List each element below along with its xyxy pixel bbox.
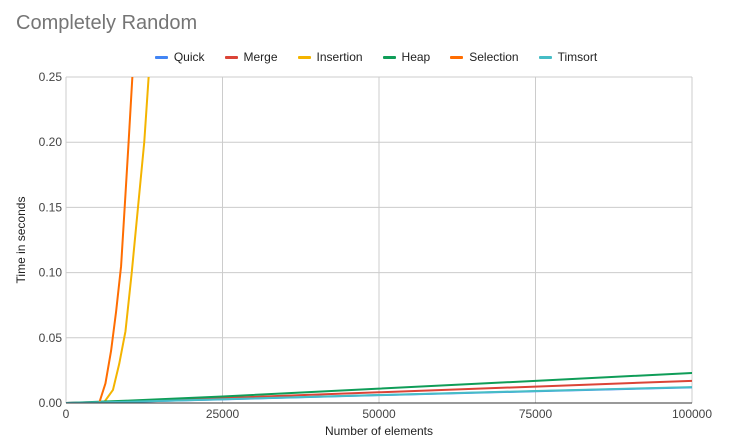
- y-axis-title: Time in seconds: [14, 197, 28, 284]
- y-tick-label-0-25: 0.25: [39, 70, 63, 84]
- legend-swatch-quick: [154, 55, 168, 59]
- series-lines: [66, 77, 692, 403]
- y-tick-label-0-10: 0.10: [39, 266, 63, 280]
- legend-label-insertion: Insertion: [316, 50, 363, 64]
- y-tick-label-0-20: 0.20: [39, 135, 63, 149]
- legend: Quick Merge Insertion Heap Selection Tim…: [0, 49, 752, 65]
- legend-item-heap[interactable]: Heap: [382, 49, 431, 65]
- legend-item-merge[interactable]: Merge: [224, 49, 278, 65]
- y-tick-label-0-05: 0.05: [39, 331, 63, 345]
- axes: 0.00 0.05 0.10 0.15 0.20 0.25 0 25000 50000 75000…: [39, 70, 713, 421]
- x-tick-label-0: 0: [63, 407, 70, 421]
- series-line-timsort: [66, 386, 692, 403]
- series-line-insertion: [66, 77, 150, 403]
- x-axis-title: Number of elements: [325, 424, 433, 438]
- legend-item-selection[interactable]: Selection: [450, 49, 519, 65]
- legend-swatch-heap: [382, 55, 396, 59]
- legend-label-heap: Heap: [401, 50, 431, 64]
- y-tick-label-0-15: 0.15: [39, 200, 63, 214]
- legend-label-timsort: Timsort: [557, 50, 598, 64]
- legend-label-quick: Quick: [173, 50, 205, 64]
- x-tick-label-25000: 25000: [206, 407, 240, 421]
- legend-swatch-merge: [224, 55, 238, 59]
- x-tick-label-50000: 50000: [362, 407, 396, 421]
- legend-item-insertion[interactable]: Insertion: [297, 49, 363, 65]
- legend-swatch-insertion: [297, 55, 311, 59]
- legend-swatch-timsort: [538, 55, 552, 59]
- x-tick-label-100000: 100000: [672, 407, 712, 421]
- y-tick-label-0-00: 0.00: [39, 396, 63, 410]
- gridlines: [65, 76, 693, 404]
- legend-item-quick[interactable]: Quick: [154, 49, 205, 65]
- legend-label-merge: Merge: [243, 50, 278, 64]
- legend-swatch-selection: [450, 55, 464, 59]
- legend-label-selection: Selection: [469, 50, 519, 64]
- x-tick-label-75000: 75000: [519, 407, 553, 421]
- legend-item-timsort[interactable]: Timsort: [538, 49, 598, 65]
- series-line-selection: [66, 77, 134, 403]
- chart-title: Completely Random: [16, 12, 198, 34]
